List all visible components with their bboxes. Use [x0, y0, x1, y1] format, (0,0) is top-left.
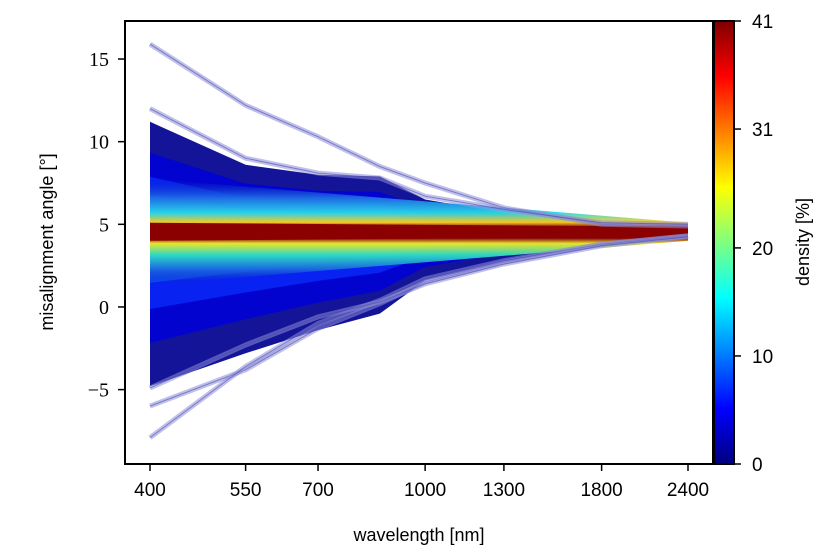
colorbar-tick-label-41: 41: [752, 12, 773, 33]
colorbar-tick-label-20: 20: [752, 239, 773, 260]
y-axis: 15 10 5 0 −5: [88, 49, 125, 402]
colorbar: 41 31 20 10 0: [713, 12, 773, 476]
colorbar-tick-label-10: 10: [752, 347, 773, 368]
outlier-curve-edge-5: [149, 236, 689, 389]
y-tick-label-5: 5: [99, 214, 109, 236]
density-core-max: [150, 222, 688, 241]
y-tick-label-10: 10: [89, 132, 109, 154]
y-axis-label: misalignment angle [°]: [37, 153, 57, 330]
x-axis-label: wavelength [nm]: [352, 525, 484, 545]
x-tick-label-400: 400: [134, 480, 166, 501]
colorbar-label: density [%]: [793, 198, 813, 286]
x-axis: 400 550 700 1000 1300 1800 2400: [134, 464, 709, 501]
x-tick-label-1000: 1000: [404, 480, 446, 501]
x-tick-label-1300: 1300: [483, 480, 525, 501]
plot-area: [148, 41, 689, 440]
y-tick-label-15: 15: [89, 49, 109, 71]
x-tick-label-1800: 1800: [580, 480, 622, 501]
x-tick-label-2400: 2400: [667, 480, 709, 501]
x-tick-label-550: 550: [230, 480, 262, 501]
y-tick-label-0: 0: [99, 297, 109, 319]
y-tick-label--5: −5: [88, 380, 109, 402]
colorbar-gradient: [713, 20, 735, 465]
colorbar-tick-label-0: 0: [752, 455, 763, 476]
outlier-curve-edge-2: [149, 108, 689, 225]
colorbar-tick-label-31: 31: [752, 120, 773, 141]
x-tick-label-700: 700: [302, 480, 334, 501]
